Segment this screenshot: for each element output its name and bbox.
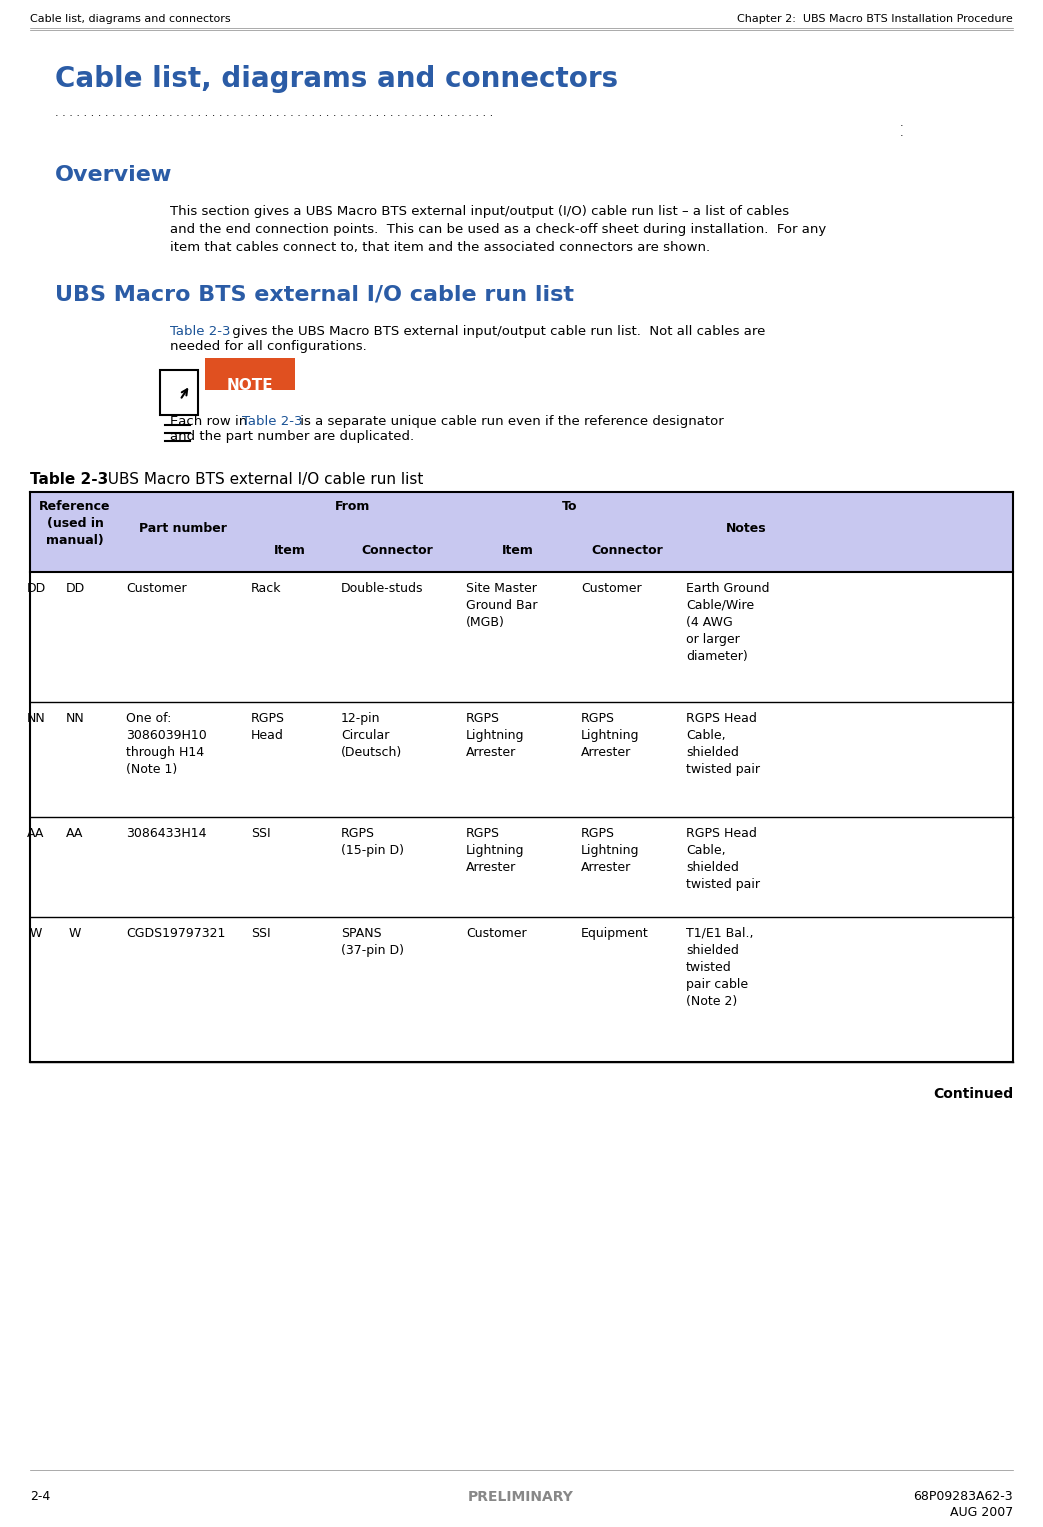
Text: Continued: Continued	[932, 1087, 1013, 1101]
Text: PRELIMINARY: PRELIMINARY	[468, 1490, 574, 1504]
Text: Table 2-3: Table 2-3	[30, 472, 108, 487]
Text: NN: NN	[27, 712, 46, 725]
Text: Double-studs: Double-studs	[341, 582, 423, 596]
Text: is a separate unique cable run even if the reference designator: is a separate unique cable run even if t…	[296, 415, 724, 428]
Text: This section gives a UBS Macro BTS external input/output (I/O) cable run list – : This section gives a UBS Macro BTS exter…	[170, 205, 826, 253]
Text: RGPS
Head: RGPS Head	[251, 712, 285, 742]
Text: Item: Item	[274, 544, 306, 557]
FancyBboxPatch shape	[160, 370, 198, 415]
Text: RGPS
Lightning
Arrester: RGPS Lightning Arrester	[581, 828, 639, 873]
Text: Notes: Notes	[726, 522, 767, 534]
Text: Cable list, diagrams and connectors: Cable list, diagrams and connectors	[55, 66, 618, 93]
Text: DD: DD	[66, 582, 84, 596]
Text: AA: AA	[67, 828, 83, 840]
Text: RGPS
Lightning
Arrester: RGPS Lightning Arrester	[466, 828, 525, 873]
Text: CGDS19797321: CGDS19797321	[126, 927, 225, 941]
Text: 12-pin
Circular
(Deutsch): 12-pin Circular (Deutsch)	[341, 712, 403, 759]
Text: RGPS
(15-pin D): RGPS (15-pin D)	[341, 828, 404, 857]
Text: Item: Item	[502, 544, 533, 557]
Text: UBS Macro BTS external I/O cable run list: UBS Macro BTS external I/O cable run lis…	[55, 286, 574, 305]
Text: and the part number are duplicated.: and the part number are duplicated.	[170, 431, 414, 443]
Text: RGPS Head
Cable,
shielded
twisted pair: RGPS Head Cable, shielded twisted pair	[686, 828, 760, 890]
Text: Customer: Customer	[466, 927, 527, 941]
Text: To: To	[562, 499, 578, 513]
FancyBboxPatch shape	[30, 492, 1013, 573]
Text: Connector: Connector	[591, 544, 663, 557]
Text: gives the UBS Macro BTS external input/output cable run list.  Not all cables ar: gives the UBS Macro BTS external input/o…	[228, 325, 766, 337]
Text: 2-4: 2-4	[30, 1490, 50, 1503]
Text: 3086433H14: 3086433H14	[126, 828, 207, 840]
Text: SPANS
(37-pin D): SPANS (37-pin D)	[341, 927, 404, 957]
Text: DD: DD	[26, 582, 46, 596]
Text: UBS Macro BTS external I/O cable run list: UBS Macro BTS external I/O cable run lis…	[98, 472, 423, 487]
Text: Customer: Customer	[126, 582, 187, 596]
FancyBboxPatch shape	[205, 357, 295, 389]
Text: .: .	[900, 128, 903, 137]
Text: .: .	[900, 118, 903, 128]
Text: SSI: SSI	[251, 927, 270, 941]
Text: AUG 2007: AUG 2007	[950, 1506, 1013, 1519]
Text: T1/E1 Bal.,
shielded
twisted
pair cable
(Note 2): T1/E1 Bal., shielded twisted pair cable …	[686, 927, 753, 1008]
Text: Table 2-3: Table 2-3	[242, 415, 302, 428]
Text: Cable list, diagrams and connectors: Cable list, diagrams and connectors	[30, 14, 231, 24]
Text: Table 2-3: Table 2-3	[170, 325, 231, 337]
Text: W: W	[30, 927, 42, 941]
Text: Rack: Rack	[251, 582, 282, 596]
Text: W: W	[69, 927, 81, 941]
Text: Each row in: Each row in	[170, 415, 251, 428]
Text: SSI: SSI	[251, 828, 270, 840]
Text: RGPS
Lightning
Arrester: RGPS Lightning Arrester	[466, 712, 525, 759]
Text: needed for all configurations.: needed for all configurations.	[170, 341, 367, 353]
Text: Reference
(used in
manual): Reference (used in manual)	[40, 499, 111, 547]
Text: NOTE: NOTE	[226, 379, 273, 392]
Text: Connector: Connector	[362, 544, 434, 557]
Text: NN: NN	[66, 712, 84, 725]
Text: Site Master
Ground Bar
(MGB): Site Master Ground Bar (MGB)	[466, 582, 537, 629]
Text: Earth Ground
Cable/Wire
(4 AWG
or larger
diameter): Earth Ground Cable/Wire (4 AWG or larger…	[686, 582, 770, 663]
Text: Part number: Part number	[139, 522, 226, 534]
Text: RGPS Head
Cable,
shielded
twisted pair: RGPS Head Cable, shielded twisted pair	[686, 712, 760, 776]
Text: From: From	[335, 499, 370, 513]
Text: Equipment: Equipment	[581, 927, 649, 941]
Text: Customer: Customer	[581, 582, 641, 596]
Text: Overview: Overview	[55, 165, 172, 185]
Text: One of:
3086039H10
through H14
(Note 1): One of: 3086039H10 through H14 (Note 1)	[126, 712, 207, 776]
Text: AA: AA	[27, 828, 45, 840]
Text: Chapter 2:  UBS Macro BTS Installation Procedure: Chapter 2: UBS Macro BTS Installation Pr…	[737, 14, 1013, 24]
Text: 68P09283A62-3: 68P09283A62-3	[914, 1490, 1013, 1503]
Text: RGPS
Lightning
Arrester: RGPS Lightning Arrester	[581, 712, 639, 759]
Text: . . . . . . . . . . . . . . . . . . . . . . . . . . . . . . . . . . . . . . . . : . . . . . . . . . . . . . . . . . . . . …	[55, 108, 493, 118]
